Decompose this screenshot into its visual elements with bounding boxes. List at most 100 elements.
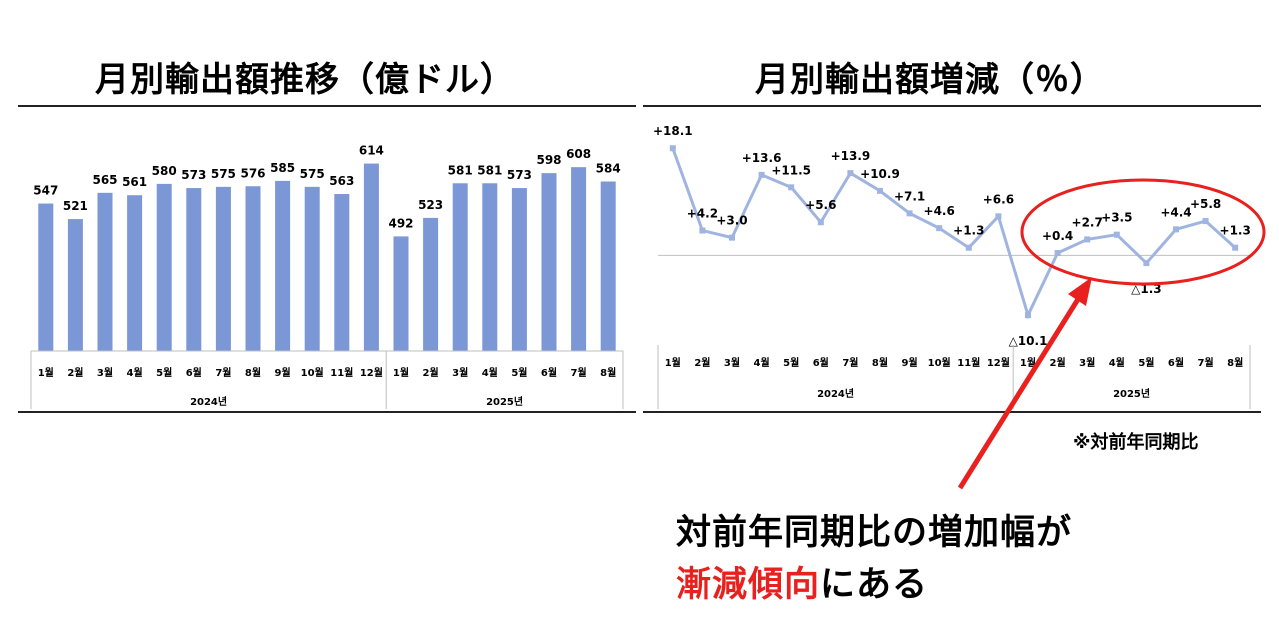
- line-value-label: +10.9: [860, 167, 900, 181]
- line-tick-label: 3월: [1079, 357, 1095, 369]
- bar-1: [38, 203, 54, 351]
- bar-tick-label: 2월: [423, 367, 439, 379]
- bar-8: [245, 186, 261, 351]
- bar-17: [511, 188, 527, 351]
- bar-value-label: 575: [300, 167, 325, 181]
- bar-2: [67, 219, 83, 351]
- line-value-label: +18.1: [653, 124, 693, 138]
- line-tick-label: 6월: [1168, 357, 1184, 369]
- line-tick-label: 5월: [783, 357, 799, 369]
- line-point-20: [1232, 244, 1239, 251]
- right-bottom-rule: [643, 411, 1261, 413]
- bar-tick-label: 8월: [245, 367, 261, 379]
- line-tick-label: 11월: [957, 357, 980, 369]
- line-point-4: [758, 171, 765, 178]
- bar-value-label: 581: [448, 163, 473, 177]
- bar-value-label: 580: [152, 164, 177, 178]
- comparison-note: ※対前年同期比: [1073, 432, 1199, 453]
- line-value-label: +6.6: [983, 192, 1014, 206]
- line-group-label: 2025년: [1113, 387, 1150, 400]
- line-tick-label: 4월: [1109, 357, 1125, 369]
- line-point-8: [877, 187, 883, 194]
- bar-value-label: 585: [270, 161, 295, 175]
- bar-tick-label: 10월: [301, 367, 324, 379]
- callout-line-2: 漸減傾向にある: [676, 556, 928, 607]
- bar-value-label: 584: [596, 161, 621, 175]
- bar-value-label: 614: [359, 144, 384, 158]
- left-chart-title: 月別輸出額推移（億ドル）: [95, 60, 515, 100]
- line-point-15: [1084, 236, 1091, 243]
- line-point-6: [817, 219, 824, 226]
- line-tick-label: 5월: [1138, 357, 1154, 369]
- line-value-label: △10.1: [1009, 334, 1048, 348]
- bar-tick-label: 9월: [275, 367, 291, 379]
- bar-10: [304, 186, 320, 351]
- line-value-label: +3.5: [1101, 211, 1132, 225]
- line-tick-label: 8월: [872, 357, 888, 369]
- bar-tick-label: 6월: [541, 367, 557, 379]
- line-point-3: [729, 234, 735, 241]
- bar-16: [482, 183, 498, 351]
- line-tick-label: 6월: [813, 357, 829, 369]
- bar-tick-label: 7월: [215, 367, 231, 379]
- bar-tick-label: 1월: [393, 367, 409, 379]
- line-value-label: +4.4: [1160, 205, 1191, 219]
- callout-line-1: 対前年同期比の増加幅が: [676, 513, 1073, 553]
- line-value-label: +3.0: [716, 214, 747, 228]
- bar-value-label: 581: [477, 163, 502, 177]
- bar-12: [363, 163, 379, 351]
- line-value-label: +5.6: [805, 198, 836, 212]
- line-point-17: [1143, 260, 1150, 267]
- line-value-label: +13.6: [742, 151, 782, 165]
- line-tick-label: 2월: [1050, 357, 1066, 369]
- bar-11: [334, 194, 350, 351]
- line-point-14: [1054, 250, 1061, 257]
- bar-5: [156, 183, 172, 351]
- line-point-11: [965, 244, 972, 251]
- line-point-1: [669, 145, 676, 152]
- bar-group-label: 2024년: [190, 395, 227, 408]
- bar-14: [423, 217, 439, 351]
- line-tick-label: 4월: [754, 357, 770, 369]
- line-tick-label: 7월: [1198, 357, 1214, 369]
- line-value-label: +7.1: [894, 189, 925, 203]
- bar-3: [97, 192, 113, 351]
- bar-value-label: 561: [122, 175, 147, 189]
- line-tick-label: 3월: [724, 357, 740, 369]
- bar-value-label: 521: [63, 199, 88, 213]
- line-value-label: +1.3: [953, 224, 984, 238]
- line-point-2: [699, 227, 706, 234]
- bar-tick-label: 1월: [38, 367, 54, 379]
- line-point-9: [906, 210, 913, 217]
- highlight-ellipse: [1020, 178, 1266, 286]
- line-point-18: [1173, 226, 1179, 233]
- left-bottom-rule: [18, 411, 636, 413]
- line-value-label: +0.4: [1042, 229, 1073, 243]
- bar-value-label: 598: [536, 153, 561, 167]
- right-title-rule: [643, 105, 1261, 107]
- line-value-label: +2.7: [1072, 215, 1103, 229]
- bar-tick-label: 5월: [156, 367, 172, 379]
- line-point-10: [936, 225, 943, 232]
- callout-highlight: 漸減傾向: [676, 565, 821, 605]
- bar-tick-label: 8월: [600, 367, 616, 379]
- bar-18: [541, 173, 557, 351]
- line-group-label: 2024년: [817, 387, 854, 400]
- right-chart-title: 月別輸出額増減（％）: [755, 60, 1105, 100]
- line-value-label: +11.5: [771, 163, 811, 177]
- line-point-12: [995, 213, 1002, 220]
- line-point-13: [1025, 312, 1031, 319]
- bar-tick-label: 3월: [452, 367, 468, 379]
- line-value-label: +4.2: [687, 207, 718, 221]
- callout-rest: にある: [820, 565, 929, 605]
- bar-19: [571, 167, 587, 351]
- bar-group-label: 2025년: [486, 395, 523, 408]
- bar-value-label: 563: [329, 174, 354, 188]
- bar-tick-label: 4월: [127, 367, 143, 379]
- line-tick-label: 12월: [987, 357, 1010, 369]
- line-value-label: +4.6: [924, 204, 955, 218]
- bar-tick-label: 5월: [511, 367, 527, 379]
- bar-7: [215, 186, 231, 351]
- bar-20: [600, 181, 616, 351]
- line-tick-label: 8월: [1227, 357, 1243, 369]
